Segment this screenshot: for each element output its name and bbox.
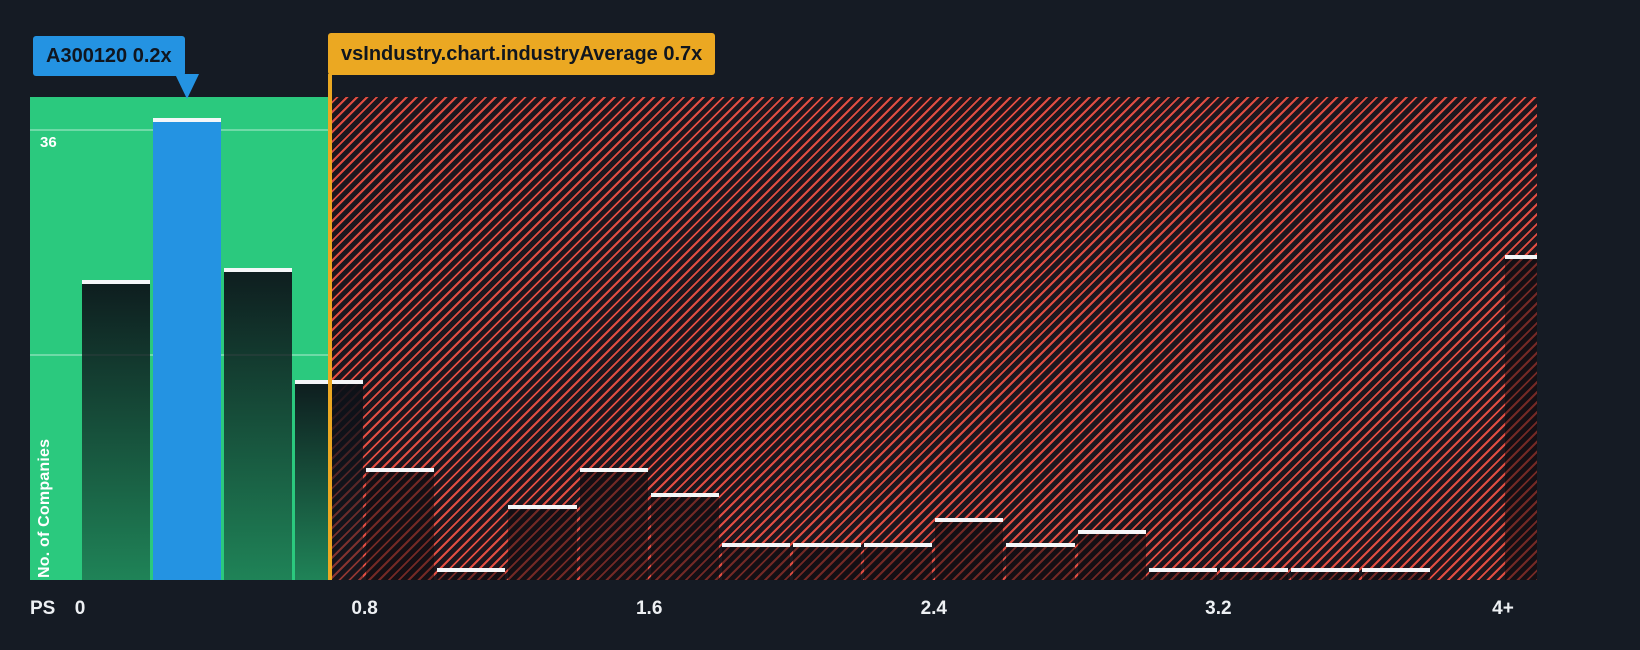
histogram-bar[interactable] [1219, 567, 1289, 580]
bar-body [1362, 571, 1431, 580]
gridline-value-label: 36 [40, 134, 57, 151]
x-tick-label: 3.2 [1205, 598, 1232, 619]
histogram-bar[interactable] [81, 280, 150, 580]
x-tick-label: 0 [74, 598, 86, 619]
bar-top-cap [1291, 567, 1360, 572]
company-tooltip[interactable]: A300120 0.2x [33, 36, 185, 76]
histogram-bar[interactable] [935, 517, 1004, 580]
histogram-bar[interactable] [721, 542, 790, 580]
x-tick-label: 0.8 [351, 598, 378, 619]
y-axis-label: No. of Companies [36, 438, 53, 578]
histogram-bar[interactable] [579, 467, 648, 580]
x-tick-label: 2.4 [920, 598, 948, 619]
company-tooltip-pointer-icon [174, 74, 199, 99]
bar-body [793, 546, 862, 580]
bar-top-cap [935, 517, 1004, 522]
histogram-bar[interactable] [1504, 255, 1538, 580]
histogram-bar[interactable] [223, 267, 292, 580]
bar-top-cap [152, 117, 221, 122]
bar-body [437, 571, 506, 580]
bar-top-cap [650, 492, 719, 497]
histogram-bar[interactable] [437, 567, 506, 580]
bar-body [223, 271, 292, 580]
bar-top-cap [366, 467, 435, 472]
x-axis-unit-label: PS [30, 598, 56, 619]
histogram-bar[interactable] [1362, 567, 1431, 580]
histogram-bar[interactable] [366, 467, 435, 580]
bar-body [721, 546, 790, 580]
histogram-bar[interactable] [864, 542, 933, 580]
bar-top-cap [1504, 255, 1538, 259]
bar-body [1006, 546, 1075, 580]
bar-body [1148, 571, 1217, 580]
histogram-bar[interactable] [650, 492, 719, 580]
x-axis: PS 0 0.8 1.6 2.4 3.2 4+ [0, 598, 1640, 624]
bar-body [152, 121, 221, 580]
bar-top-cap [1362, 567, 1431, 572]
bar-body [1219, 571, 1289, 580]
industry-average-tooltip[interactable]: vsIndustry.chart.industryAverage 0.7x [328, 33, 716, 75]
bar-top-cap [1077, 530, 1146, 534]
bar-top-cap [721, 542, 790, 547]
bar-top-cap [1148, 567, 1217, 572]
bar-top-cap [793, 542, 862, 547]
x-tick-label: 4+ [1492, 598, 1514, 619]
histogram-bar[interactable] [152, 117, 221, 580]
bar-body [935, 521, 1004, 580]
bar-top-cap [508, 505, 577, 509]
bar-body [579, 471, 648, 580]
histogram-bar[interactable] [1148, 567, 1217, 580]
bar-body [366, 471, 435, 580]
bar-body [1291, 571, 1360, 580]
bar-top-cap [81, 280, 150, 284]
histogram-bar[interactable] [793, 542, 862, 580]
bar-top-cap [437, 567, 506, 572]
bar-body [1077, 534, 1146, 580]
bar-body [1504, 259, 1538, 580]
histogram-bar[interactable] [1006, 542, 1075, 580]
bar-body [81, 284, 150, 580]
bar-top-cap [1219, 567, 1289, 572]
bar-body [508, 509, 577, 580]
bar-body [864, 546, 933, 580]
histogram-bar[interactable] [508, 505, 577, 580]
bar-top-cap [1006, 542, 1075, 547]
bar-top-cap [223, 267, 292, 272]
above-average-region [329, 97, 1537, 580]
histogram-bar[interactable] [1291, 567, 1360, 580]
histogram-bar[interactable] [1077, 530, 1146, 580]
bar-body [650, 496, 719, 580]
industry-average-line [328, 74, 333, 580]
bar-top-cap [864, 542, 933, 547]
x-tick-label: 1.6 [635, 598, 663, 619]
bar-top-cap [579, 467, 648, 472]
